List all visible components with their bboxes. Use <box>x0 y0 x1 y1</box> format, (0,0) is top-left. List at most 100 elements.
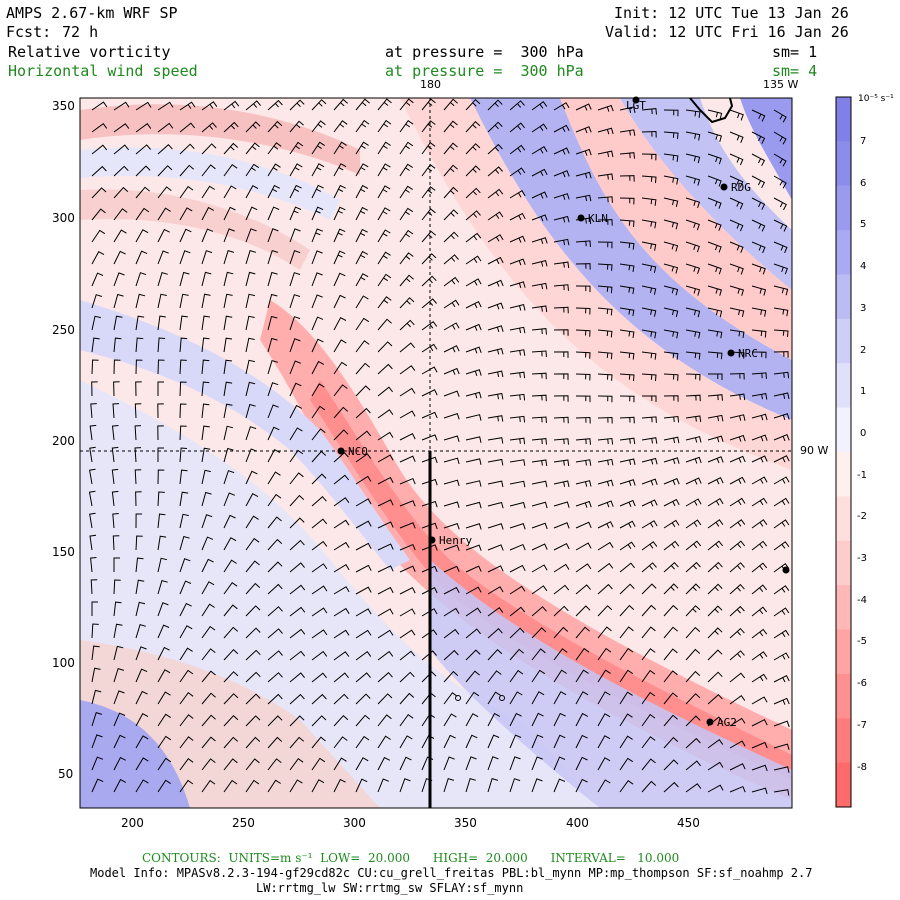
wind-barb <box>685 329 701 339</box>
wind-barb <box>641 520 658 529</box>
wind-barb <box>113 315 123 331</box>
wind-barb <box>663 781 679 793</box>
wind-barb <box>179 757 194 771</box>
wind-barb <box>553 522 570 529</box>
wind-barb <box>90 403 97 419</box>
wind-barb <box>157 646 170 661</box>
wind-barb <box>465 501 482 509</box>
wind-barb <box>91 123 108 133</box>
wind-barb <box>267 142 282 155</box>
wind-barb <box>773 285 789 296</box>
wind-barb <box>135 491 142 507</box>
wind-barb <box>355 498 372 507</box>
colorbar-label: -8 <box>857 761 867 773</box>
wind-barb <box>157 381 164 396</box>
wind-barb <box>201 381 210 397</box>
wind-barb <box>135 535 143 551</box>
wind-barb <box>575 351 591 359</box>
wind-barb <box>597 521 614 529</box>
wind-barb <box>289 539 305 551</box>
wind-barb <box>179 143 195 155</box>
wind-barb <box>641 307 657 317</box>
wind-barb <box>179 736 194 749</box>
wind-barb <box>443 777 455 793</box>
wind-barb <box>597 779 611 793</box>
colorbar-label: 3 <box>860 302 867 314</box>
wind-barb <box>223 337 233 353</box>
wind-barb <box>531 282 548 290</box>
wind-barb <box>245 779 260 793</box>
wind-barb <box>311 629 328 639</box>
wind-barb <box>311 650 328 661</box>
wind-barb <box>91 272 104 287</box>
wind-barb <box>113 123 130 133</box>
wind-barb <box>157 691 171 705</box>
wind-barb <box>553 261 570 269</box>
wind-barb <box>575 778 588 793</box>
wind-barb <box>135 229 149 243</box>
wind-barb <box>443 254 459 265</box>
wind-barb <box>531 585 548 595</box>
wind-barb <box>311 141 325 155</box>
wind-barb <box>355 340 370 353</box>
wind-barb <box>707 738 724 749</box>
wind-barb <box>399 120 414 133</box>
wind-barb <box>399 735 413 749</box>
wind-barb <box>157 293 167 309</box>
wind-barb <box>179 250 191 265</box>
wind-barb <box>487 734 500 749</box>
wind-barb <box>135 601 146 617</box>
wind-barb <box>773 263 788 275</box>
wind-barb <box>443 186 459 199</box>
wind-barb <box>267 493 282 507</box>
wind-barb <box>729 434 746 442</box>
wind-barb <box>443 544 460 551</box>
wind-barb <box>465 480 482 487</box>
wind-barb <box>465 187 481 199</box>
wind-barb <box>179 164 195 177</box>
wind-barb <box>465 143 481 155</box>
x-tick-label: 200 <box>121 816 144 830</box>
wind-barb <box>729 109 744 121</box>
wind-barb <box>135 757 149 771</box>
wind-barb <box>773 351 789 358</box>
wind-barb <box>91 381 98 397</box>
wind-barb <box>289 338 301 353</box>
wind-barb <box>465 346 482 354</box>
wind-barb <box>619 175 635 182</box>
valid-time: Valid: 12 UTC Fri 16 Jan 26 <box>605 23 849 41</box>
station-label: NCO <box>348 445 368 458</box>
wind-barb <box>135 165 151 177</box>
wind-barb <box>421 608 438 617</box>
wind-barb <box>443 670 459 683</box>
wind-barb <box>465 628 481 639</box>
wind-barb <box>113 144 129 155</box>
wind-barb <box>421 522 438 530</box>
wind-barb <box>377 163 391 177</box>
wind-barb <box>179 315 188 331</box>
wind-barb <box>509 712 522 727</box>
wind-barb <box>91 229 106 243</box>
wind-barb <box>663 457 680 465</box>
wind-barb <box>575 126 592 134</box>
wind-barb <box>223 514 236 529</box>
wind-barb <box>113 101 130 111</box>
wind-barb <box>751 584 767 595</box>
wind-barb <box>135 646 147 661</box>
wind-barb <box>707 219 722 231</box>
wind-barb <box>377 431 394 441</box>
wind-barb <box>91 337 100 353</box>
colorbar-label: 0 <box>860 427 867 439</box>
wind-barb <box>421 478 438 486</box>
wind-barb <box>223 121 239 133</box>
wind-barb <box>201 558 214 573</box>
station-marker <box>782 566 790 574</box>
wind-barb <box>685 715 701 727</box>
wind-barb <box>267 758 282 771</box>
wind-barb <box>245 693 261 705</box>
wind-barb <box>597 351 613 360</box>
station-label: KLN <box>588 212 608 225</box>
wind-barb <box>223 425 234 441</box>
wind-barb <box>597 562 614 573</box>
wind-barb <box>157 250 169 265</box>
